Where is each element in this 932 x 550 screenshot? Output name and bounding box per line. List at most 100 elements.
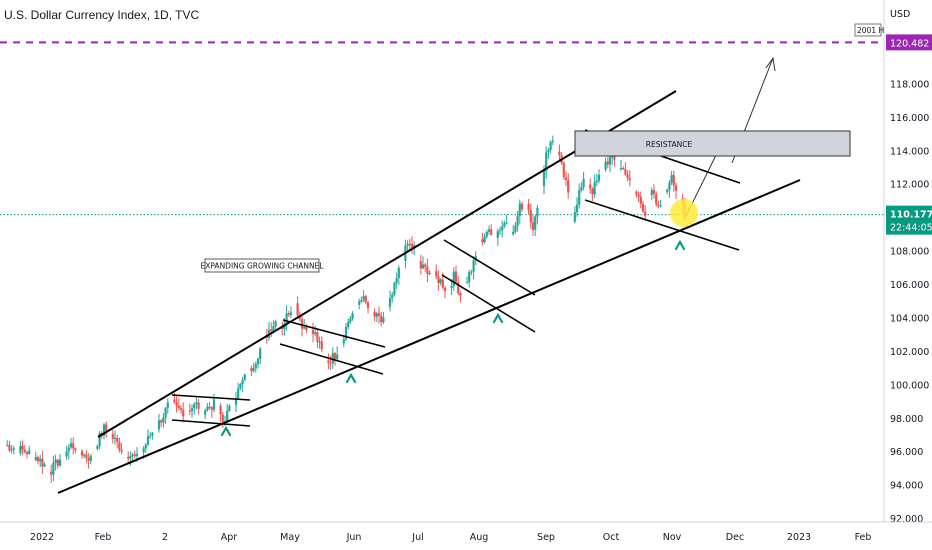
price-axis[interactable]: USD 92.000 94.000 96.000 98.000 100.000 102.00… (854, 0, 932, 525)
candle (424, 262, 427, 273)
candle (206, 403, 209, 412)
time-tick-label: 2 (162, 532, 168, 543)
candle-body (250, 368, 253, 371)
candle-body (58, 459, 62, 466)
candle-body (287, 313, 290, 315)
time-tick-label: May (280, 532, 300, 543)
candle-body (608, 157, 612, 165)
candle (666, 188, 669, 195)
candle (395, 272, 398, 289)
candle-body (580, 187, 583, 191)
last-price-label: 110.177 (890, 210, 932, 221)
candle (10, 445, 13, 454)
candle-body (105, 424, 108, 431)
candle-body (83, 454, 86, 456)
candle (234, 391, 238, 413)
flag3-upper-line[interactable] (443, 239, 536, 296)
flag3-lower-line[interactable] (441, 274, 536, 333)
candle (655, 191, 658, 207)
candle (179, 404, 183, 414)
level-tag-label: 2001 H (857, 26, 884, 35)
candle-body (157, 420, 161, 430)
candle-body (118, 441, 121, 450)
candle-body (177, 405, 180, 408)
candle-body (624, 169, 627, 175)
candle-body (102, 424, 106, 436)
candle (254, 361, 257, 373)
channel-lower-line[interactable] (57, 179, 801, 494)
chart-title: U.S. Dollar Currency Index, 1D, TVC (4, 8, 200, 22)
time-axis[interactable]: 2022 Feb 2 Apr May Jun Jul Aug Sep Oct Nov Dec 2023 F… (0, 521, 932, 550)
time-tick-label: Oct (603, 532, 620, 543)
candle-body (342, 339, 345, 344)
candle-body (204, 410, 207, 415)
candle (406, 240, 409, 252)
candle-body (604, 161, 607, 170)
candle-body (146, 436, 150, 445)
candle (483, 233, 486, 244)
candle (624, 162, 627, 176)
candle (190, 404, 194, 418)
candle-body (413, 245, 416, 248)
candle-body (591, 188, 594, 195)
candle (531, 215, 535, 236)
candle (212, 393, 216, 413)
candle-body (69, 443, 73, 448)
candle-body (182, 409, 185, 417)
candle (375, 311, 378, 323)
flag1-upper-line[interactable] (171, 394, 251, 401)
flag2-upper-line[interactable] (282, 319, 386, 348)
candle-body (333, 353, 337, 359)
wedge-lower-line[interactable] (584, 199, 740, 251)
candle (120, 443, 123, 455)
flag2-lower-line[interactable] (279, 343, 384, 375)
candle (659, 199, 662, 208)
candle (545, 146, 548, 179)
candle (67, 444, 70, 460)
resistance-zone[interactable] (574, 130, 851, 157)
projection-arrowhead-long[interactable] (765, 56, 776, 72)
candle-body (206, 406, 209, 411)
candle-body (512, 231, 515, 235)
candle (650, 187, 653, 200)
candle (358, 298, 361, 310)
candle-body (410, 243, 414, 248)
candle-body (98, 432, 101, 446)
candle-body (116, 437, 119, 442)
candle-body (327, 360, 330, 363)
candle-body (597, 174, 601, 181)
channel-label-box (204, 258, 320, 273)
candle (377, 306, 381, 324)
candle-body (391, 294, 394, 299)
candle (87, 453, 90, 469)
time-tick-label: Jul (411, 532, 423, 543)
candle-body (226, 410, 229, 422)
highlight-circle[interactable] (670, 199, 698, 227)
candle-body (113, 437, 117, 439)
candle (397, 265, 400, 285)
drawing-tools[interactable] (57, 56, 851, 494)
candle (80, 449, 84, 459)
candle (65, 445, 68, 461)
candle (351, 311, 354, 321)
candle-body (472, 260, 475, 272)
candle (146, 429, 150, 446)
candle-body (452, 271, 455, 286)
candle-body (254, 363, 257, 369)
time-tick-label: Feb (855, 532, 872, 543)
candle-body (545, 152, 548, 171)
candle (127, 451, 130, 463)
flag1-lower-line[interactable] (171, 419, 251, 427)
candle (210, 406, 213, 418)
time-tick-label: Jun (346, 532, 362, 543)
candle (239, 382, 242, 391)
candle-body (373, 311, 376, 317)
time-tick-label: Nov (663, 532, 682, 543)
candle (151, 431, 154, 440)
candle (639, 191, 642, 209)
time-tick-label: Apr (221, 532, 238, 543)
candle-body (252, 368, 255, 371)
candle (652, 184, 656, 199)
support-marker (220, 425, 232, 437)
